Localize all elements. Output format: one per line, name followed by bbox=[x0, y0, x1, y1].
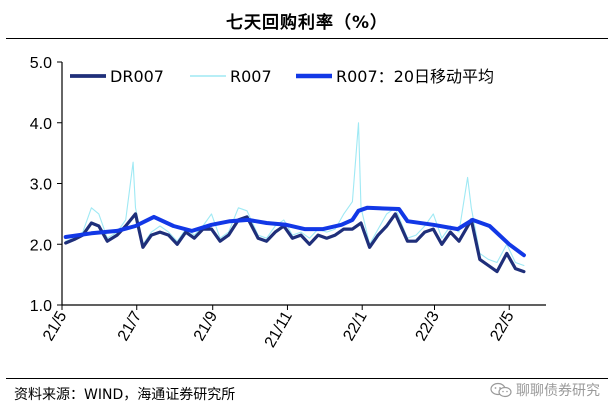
chart-axes: 1.02.03.04.05.021/5 21/7 21/9 21/11 22/1 22/3… bbox=[30, 55, 546, 351]
wechat-icon bbox=[490, 382, 512, 398]
chart-legend: DR007 R007 R007：20日移动平均 bbox=[70, 67, 494, 86]
x-tick-label: 22/1 bbox=[340, 308, 370, 344]
y-tick-label: 1.0 bbox=[30, 298, 52, 315]
title-rule bbox=[6, 38, 608, 39]
x-tick-label: 21/7 bbox=[115, 308, 145, 344]
x-tick-label: 22/3 bbox=[413, 308, 443, 344]
y-tick-label: 5.0 bbox=[30, 55, 52, 72]
series-layer bbox=[63, 122, 526, 274]
y-tick-label: 3.0 bbox=[30, 177, 52, 194]
y-tick-label: 4.0 bbox=[30, 116, 52, 133]
legend-label-dr007: DR007 bbox=[110, 67, 164, 86]
line-chart: 1.02.03.04.05.021/5 21/7 21/9 21/11 22/1 22/3… bbox=[30, 55, 546, 351]
series-line-dr007 bbox=[64, 212, 526, 274]
watermark-text: 聊聊债券研究 bbox=[516, 383, 600, 399]
series-line-r007 bbox=[65, 122, 525, 267]
x-tick-label: 22/5 bbox=[487, 308, 517, 344]
source-note: 资料来源：WIND，海通证券研究所 bbox=[14, 387, 236, 403]
series-line-ma20 bbox=[63, 205, 526, 258]
y-tick-label: 2.0 bbox=[30, 237, 52, 254]
footer-rule bbox=[6, 378, 608, 379]
legend-label-ma20: R007：20日移动平均 bbox=[336, 67, 494, 86]
watermark: 聊聊债券研究 bbox=[490, 380, 600, 400]
chart-title: 七天回购利率（%） bbox=[225, 13, 389, 33]
legend-label-r007: R007 bbox=[230, 67, 272, 86]
x-tick-label: 21/11 bbox=[262, 308, 296, 350]
x-tick-label: 21/9 bbox=[191, 308, 221, 344]
